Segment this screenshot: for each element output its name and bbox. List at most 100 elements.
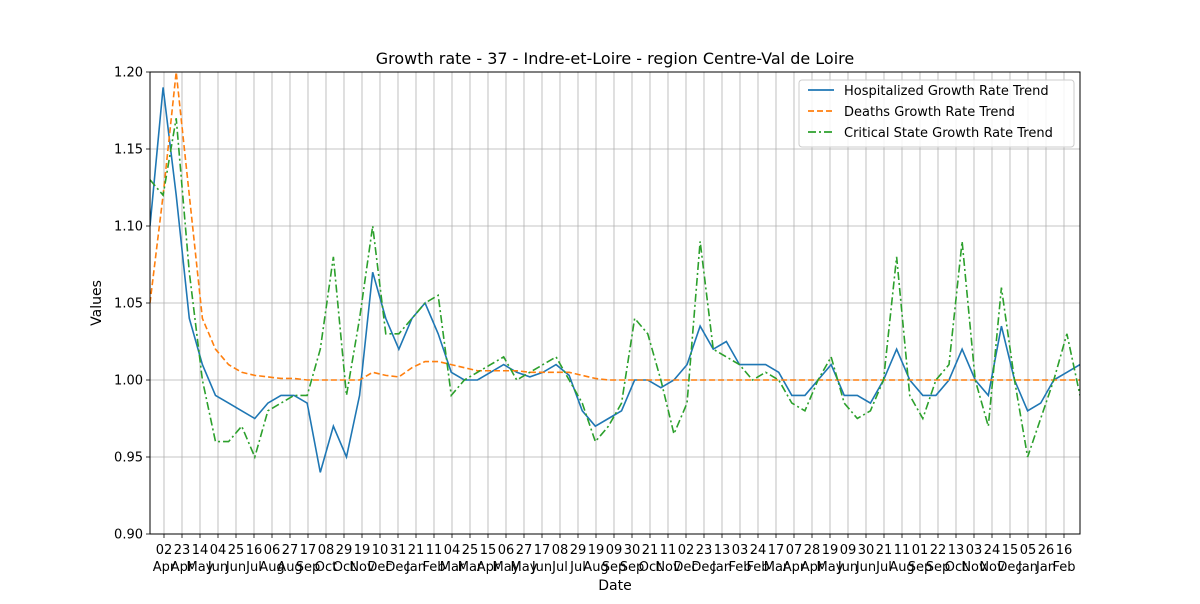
x-tick-day-label: 24 [750, 543, 767, 558]
x-tick-month-label: Oct [315, 560, 337, 575]
x-tick-day-label: 11 [894, 543, 911, 558]
y-tick-label: 1.10 [114, 220, 143, 235]
x-tick-day-label: 30 [624, 543, 641, 558]
x-tick-month-label: Feb [1052, 560, 1075, 575]
x-tick-day-label: 17 [768, 543, 785, 558]
x-tick-month-label: Sep [296, 560, 321, 575]
x-tick-month-label: May [511, 560, 538, 575]
x-tick-day-label: 03 [732, 543, 749, 558]
x-tick-month-label: Nov [979, 560, 1005, 575]
x-tick-day-label: 06 [498, 543, 515, 558]
x-tick-month-label: Jul [875, 560, 892, 575]
x-tick-month-label: Jun [225, 560, 246, 575]
x-tick-day-label: 14 [192, 543, 209, 558]
x-tick-day-label: 16 [246, 543, 263, 558]
x-tick-month-label: Dec [691, 560, 716, 575]
x-tick-day-label: 04 [444, 543, 461, 558]
x-tick-month-label: Jun [207, 560, 228, 575]
x-tick-month-label: Mar [440, 560, 465, 575]
x-tick-month-label: Aug [259, 560, 284, 575]
x-tick-month-label: Jan [1035, 560, 1056, 575]
x-tick-day-label: 02 [678, 543, 695, 558]
x-tick-month-label: Aug [277, 560, 302, 575]
x-tick-month-label: Jul [245, 560, 262, 575]
series-line-3 [150, 118, 1080, 460]
x-tick-day-label: 25 [228, 543, 245, 558]
x-tick-month-label: Jun [531, 560, 552, 575]
x-tick-day-label: 23 [696, 543, 713, 558]
x-tick-month-label: Dec [997, 560, 1022, 575]
x-tick-month-label: Jan [711, 560, 732, 575]
x-tick-day-label: 01 [912, 543, 929, 558]
x-axis-ticks: 02Apr23Apr14May04Jun25Jun16Jul06Aug27Aug… [153, 534, 1076, 575]
x-tick-day-label: 13 [948, 543, 965, 558]
x-tick-month-label: Jun [837, 560, 858, 575]
x-tick-day-label: 23 [174, 543, 191, 558]
x-tick-month-label: Apr [171, 560, 194, 575]
x-tick-month-label: Oct [639, 560, 661, 575]
legend-label-1: Hospitalized Growth Rate Trend [844, 84, 1049, 99]
x-tick-month-label: Apr [801, 560, 824, 575]
y-axis-label: Values [89, 280, 105, 326]
x-tick-month-label: May [817, 560, 844, 575]
x-tick-day-label: 30 [858, 543, 875, 558]
x-tick-day-label: 13 [714, 543, 731, 558]
x-tick-day-label: 24 [984, 543, 1001, 558]
x-tick-day-label: 06 [264, 543, 281, 558]
x-tick-day-label: 09 [606, 543, 623, 558]
x-tick-month-label: Sep [620, 560, 645, 575]
legend-label-3: Critical State Growth Rate Trend [844, 126, 1053, 141]
x-tick-day-label: 15 [480, 543, 497, 558]
x-tick-day-label: 10 [372, 543, 389, 558]
x-tick-month-label: Dec [673, 560, 698, 575]
y-tick-label: 1.20 [114, 66, 143, 81]
x-tick-month-label: Oct [945, 560, 967, 575]
x-tick-day-label: 02 [156, 543, 173, 558]
x-tick-month-label: Feb [746, 560, 769, 575]
x-tick-day-label: 29 [570, 543, 587, 558]
x-tick-day-label: 22 [930, 543, 947, 558]
legend: Hospitalized Growth Rate Trend Deaths Gro… [798, 79, 1075, 148]
x-tick-day-label: 25 [462, 543, 479, 558]
x-tick-month-label: May [493, 560, 520, 575]
x-tick-month-label: Jan [1017, 560, 1038, 575]
x-tick-day-label: 28 [804, 543, 821, 558]
x-tick-month-label: May [187, 560, 214, 575]
x-tick-month-label: Nov [655, 560, 681, 575]
x-tick-month-label: Jun [855, 560, 876, 575]
x-tick-month-label: Sep [602, 560, 627, 575]
x-tick-day-label: 19 [588, 543, 605, 558]
x-tick-month-label: Apr [477, 560, 500, 575]
x-tick-day-label: 21 [408, 543, 425, 558]
x-tick-day-label: 08 [318, 543, 335, 558]
x-tick-month-label: Jan [405, 560, 426, 575]
x-tick-month-label: Jul [551, 560, 568, 575]
x-tick-month-label: Nov [961, 560, 987, 575]
x-tick-day-label: 04 [210, 543, 227, 558]
x-axis-label: Date [598, 578, 631, 594]
x-tick-day-label: 26 [1038, 543, 1055, 558]
y-tick-label: 0.90 [114, 528, 143, 543]
x-tick-month-label: Dec [385, 560, 410, 575]
x-tick-month-label: Aug [889, 560, 914, 575]
series-lines [150, 72, 1080, 473]
x-tick-month-label: Oct [333, 560, 355, 575]
x-tick-month-label: Aug [583, 560, 608, 575]
x-tick-day-label: 11 [660, 543, 677, 558]
x-tick-month-label: Feb [422, 560, 445, 575]
y-tick-label: 1.00 [114, 374, 143, 389]
legend-label-2: Deaths Growth Rate Trend [844, 105, 1015, 120]
x-tick-day-label: 19 [354, 543, 371, 558]
x-tick-day-label: 11 [426, 543, 443, 558]
x-tick-day-label: 08 [552, 543, 569, 558]
x-tick-day-label: 21 [876, 543, 893, 558]
x-tick-day-label: 15 [1002, 543, 1019, 558]
x-tick-month-label: Mar [458, 560, 483, 575]
y-tick-label: 0.95 [114, 451, 143, 466]
x-tick-day-label: 21 [642, 543, 659, 558]
y-axis-ticks: 0.90 0.95 1.00 1.05 1.10 1.15 1.20 [114, 66, 150, 543]
x-tick-day-label: 03 [966, 543, 983, 558]
x-tick-month-label: Apr [153, 560, 176, 575]
